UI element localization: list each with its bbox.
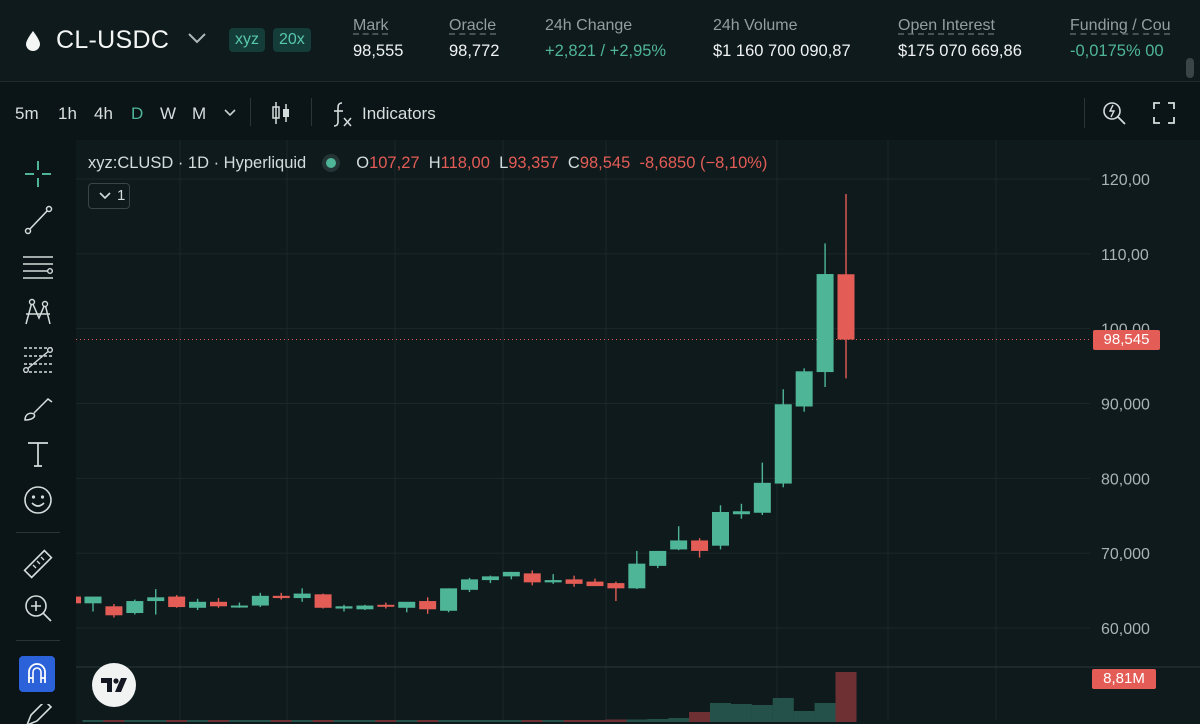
magnet-icon[interactable] <box>19 656 55 692</box>
legend-symbol[interactable]: xyz:CLUSD · 1D · Hyperliquid <box>88 154 307 172</box>
stat-value: 98,555 <box>353 42 404 60</box>
legend-high-label: H <box>428 154 441 172</box>
chart-toolbar: 5m 1h 4h D W M Indicators <box>0 90 1200 136</box>
legend-close-label: C <box>567 154 580 172</box>
stat-value: +2,821 / +2,95% <box>545 42 667 60</box>
market-symbol[interactable]: CL-USDC <box>56 26 170 54</box>
divider <box>16 532 60 533</box>
oil-drop-icon <box>26 31 40 51</box>
legend-low-label: L <box>499 154 509 172</box>
indicators-button[interactable]: Indicators <box>362 104 436 123</box>
legend-open-label: O <box>356 154 370 172</box>
timeframe-1h[interactable]: 1h <box>58 104 77 123</box>
indicator-collapse-button[interactable]: 1 <box>88 183 130 209</box>
price-chart-area[interactable] <box>76 140 1200 724</box>
fullscreen-icon[interactable] <box>1152 101 1176 125</box>
zoom-in-icon[interactable] <box>22 592 54 624</box>
tradingview-logo[interactable] <box>92 663 136 707</box>
divider <box>1084 98 1085 128</box>
scrollbar[interactable] <box>1186 58 1194 78</box>
quick-search-icon[interactable] <box>1101 100 1127 126</box>
timeframe-5m[interactable]: 5m <box>15 104 39 123</box>
fx-icon[interactable] <box>330 100 354 128</box>
chevron-down-icon[interactable] <box>223 108 237 118</box>
stat-24h-volume: 24h Volume $1 160 700 090,87 <box>713 17 851 61</box>
stat-label: 24h Volume <box>713 17 798 34</box>
stat-oracle: Oracle 98,772 <box>449 17 499 61</box>
stat-funding: Funding / Cou -0,0175% 00 <box>1070 17 1171 61</box>
last-price-tag: 98,545 <box>1093 330 1160 350</box>
volume-tag: 8,81M <box>1092 669 1156 689</box>
legend-change: -8,6850 (−8,10%) <box>639 154 768 172</box>
stat-24h-change: 24h Change +2,821 / +2,95% <box>545 17 666 61</box>
trendline-icon[interactable] <box>22 204 54 236</box>
legend-low: 93,357 <box>508 154 559 172</box>
divider <box>250 98 251 126</box>
timeframe-w[interactable]: W <box>160 104 177 123</box>
candlestick-type-icon[interactable] <box>270 100 292 126</box>
timeframe-d[interactable]: D <box>131 104 144 123</box>
chevron-down-icon[interactable] <box>186 31 208 45</box>
legend-close: 98,545 <box>579 154 631 172</box>
chevron-down-icon <box>99 192 111 200</box>
pencil-icon[interactable] <box>22 704 54 724</box>
dex-badge: xyz <box>229 28 265 52</box>
crosshair-icon[interactable] <box>22 158 54 190</box>
divider <box>311 98 312 126</box>
stat-value: 98,772 <box>449 42 500 60</box>
text-icon[interactable] <box>22 438 54 470</box>
brush-icon[interactable] <box>22 392 54 424</box>
horizontal-lines-icon[interactable] <box>22 250 54 282</box>
stat-label: Oracle <box>449 17 497 34</box>
indicator-count: 1 <box>117 187 126 204</box>
stat-label: Mark <box>353 17 389 34</box>
stat-value: $175 070 669,86 <box>898 42 1022 60</box>
divider <box>16 640 60 641</box>
emoji-icon[interactable] <box>22 484 54 516</box>
market-status-icon <box>326 158 337 169</box>
drawing-tools-sidebar <box>0 140 76 724</box>
stat-label: Funding / Cou <box>1070 17 1171 34</box>
timeframe-m[interactable]: M <box>192 104 207 123</box>
fib-icon[interactable] <box>22 342 54 374</box>
stat-open-interest: Open Interest $175 070 669,86 <box>898 17 1022 61</box>
timeframe-4h[interactable]: 4h <box>94 104 113 123</box>
pattern-icon[interactable] <box>22 296 54 328</box>
stat-value: $1 160 700 090,87 <box>713 42 851 60</box>
stat-label: Open Interest <box>898 17 995 34</box>
ohlc-legend: xyz:CLUSD · 1D · Hyperliquid O107,27 H118… <box>88 154 767 173</box>
stat-value: -0,0175% 00 <box>1070 42 1164 60</box>
leverage-badge[interactable]: 20x <box>273 28 311 52</box>
legend-high: 118,00 <box>440 154 490 172</box>
legend-open: 107,27 <box>369 154 420 172</box>
ruler-icon[interactable] <box>22 548 54 580</box>
stat-mark: Mark 98,555 <box>353 17 403 61</box>
stat-label: 24h Change <box>545 17 633 34</box>
market-header: CL-USDC xyz 20x Mark 98,555 Oracle 98,77… <box>0 0 1200 82</box>
